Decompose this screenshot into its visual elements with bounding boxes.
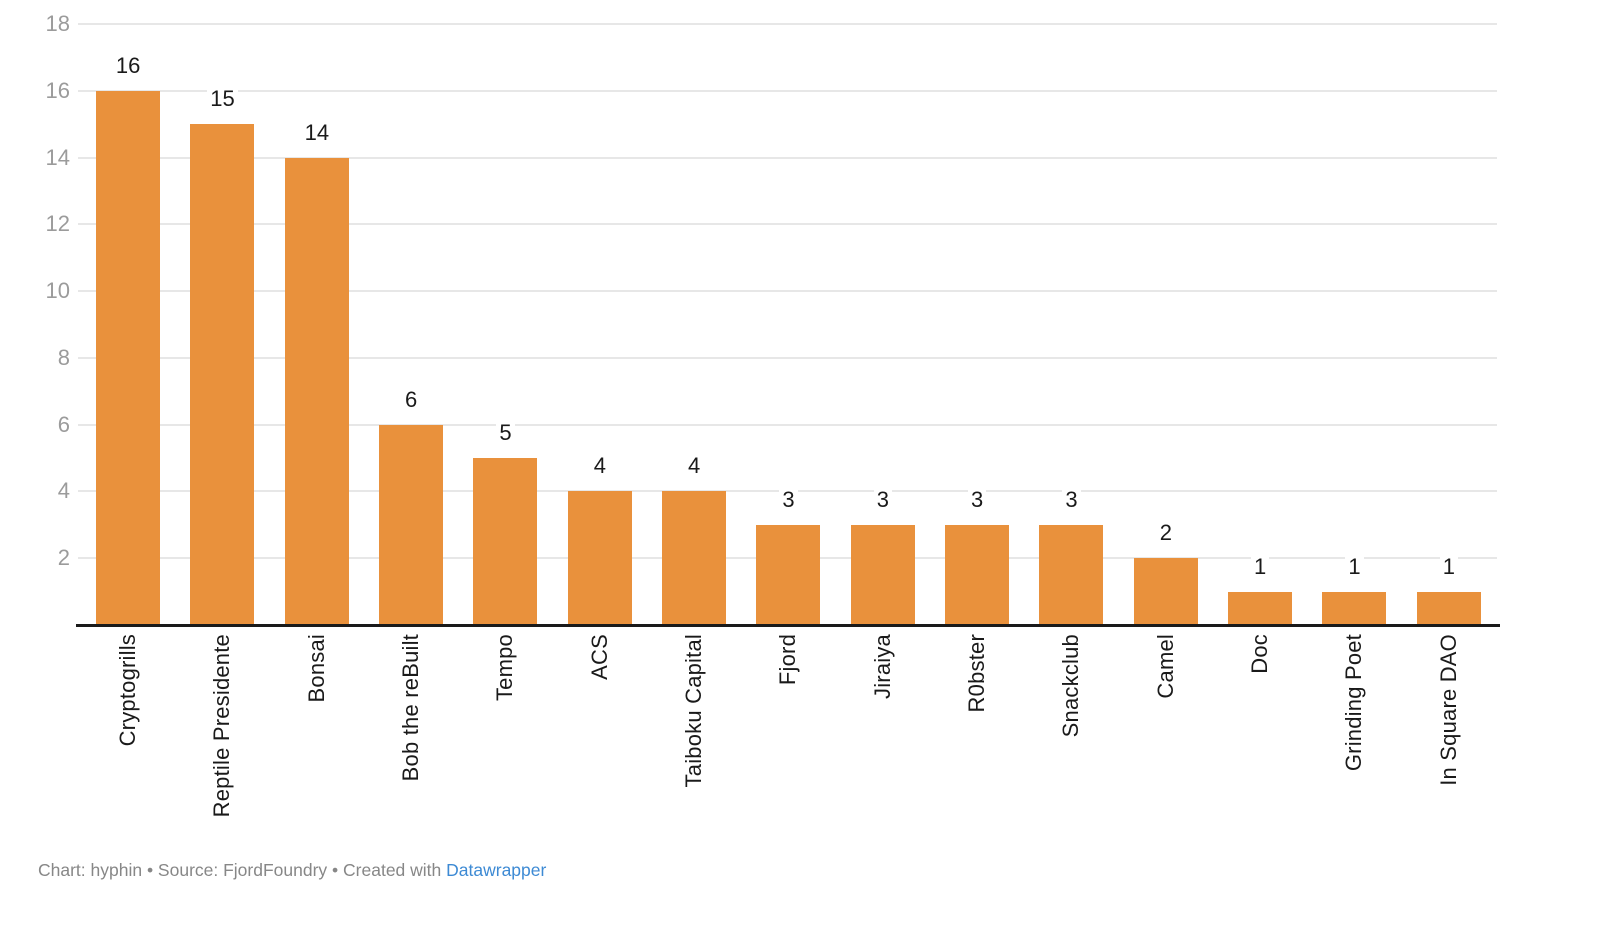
x-axis-category-label: R0bster bbox=[964, 634, 990, 713]
x-axis-category-label: In Square DAO bbox=[1435, 634, 1461, 786]
bar-value-label: 5 bbox=[465, 420, 545, 446]
gridline bbox=[78, 290, 1497, 293]
x-axis-category-label: Bonsai bbox=[303, 634, 329, 703]
bar bbox=[190, 124, 255, 625]
x-axis-category-label: Fjord bbox=[775, 634, 801, 686]
gridline bbox=[78, 23, 1497, 25]
bar bbox=[1133, 558, 1198, 625]
bar-value-label: 1 bbox=[1409, 553, 1489, 580]
gridline bbox=[78, 223, 1497, 226]
x-axis-category-label: ACS bbox=[586, 634, 612, 680]
bar-value-label: 15 bbox=[182, 86, 262, 112]
bar-value-label: 4 bbox=[654, 453, 734, 479]
y-axis-tick-label: 2 bbox=[57, 545, 70, 571]
gridline bbox=[78, 89, 1497, 92]
bar-value-label: 2 bbox=[1126, 520, 1206, 546]
x-axis-category-label: Snackclub bbox=[1058, 634, 1084, 738]
datawrapper-link[interactable]: Datawrapper bbox=[446, 860, 547, 880]
gridline bbox=[78, 356, 1497, 359]
y-axis-tick-label: 6 bbox=[57, 411, 70, 437]
x-axis-category-label: Bob the reBuilt bbox=[398, 634, 424, 782]
x-axis-category-label: Taiboku Capital bbox=[681, 634, 707, 788]
y-axis-tick-label: 14 bbox=[45, 144, 70, 170]
bar bbox=[662, 491, 727, 625]
bar bbox=[850, 524, 915, 625]
y-axis-tick-label: 12 bbox=[45, 211, 70, 237]
x-axis-category-label: Grinding Poet bbox=[1341, 634, 1367, 772]
y-axis-tick-label: 16 bbox=[45, 77, 70, 103]
bar-value-label: 3 bbox=[1031, 486, 1111, 513]
y-axis-tick-label: 4 bbox=[57, 478, 70, 504]
bar bbox=[567, 491, 632, 625]
footer-attribution: Chart: hyphin • Source: FjordFoundry • C… bbox=[38, 858, 546, 882]
bar-value-label: 6 bbox=[371, 386, 451, 413]
bar-value-label: 16 bbox=[88, 52, 168, 79]
x-axis-category-label: Camel bbox=[1152, 634, 1178, 699]
bar-value-label: 1 bbox=[1314, 553, 1394, 580]
bar bbox=[284, 157, 349, 625]
x-axis-category-label: Tempo bbox=[492, 634, 518, 702]
bar-value-label: 14 bbox=[277, 119, 357, 146]
bar-value-label: 3 bbox=[748, 486, 828, 513]
bar bbox=[1039, 524, 1104, 625]
bar bbox=[473, 458, 538, 625]
x-axis-category-label: Jiraiya bbox=[869, 634, 895, 699]
bar bbox=[96, 90, 161, 625]
y-axis-tick-label: 10 bbox=[45, 278, 70, 304]
bar-value-label: 3 bbox=[937, 486, 1017, 513]
bar-value-label: 1 bbox=[1220, 553, 1300, 580]
bar-value-label: 3 bbox=[843, 486, 923, 513]
y-axis-tick-label: 8 bbox=[57, 344, 70, 370]
bar bbox=[1416, 591, 1481, 625]
x-axis-category-label: Reptile Presidente bbox=[209, 634, 235, 818]
footer-text: Chart: hyphin • Source: FjordFoundry • C… bbox=[38, 860, 447, 880]
bar bbox=[1228, 591, 1293, 625]
bar bbox=[379, 424, 444, 625]
bar bbox=[756, 524, 821, 625]
bar bbox=[1322, 591, 1387, 625]
gridline bbox=[78, 423, 1497, 426]
bar-value-label: 4 bbox=[560, 453, 640, 479]
x-axis-baseline bbox=[76, 624, 1500, 627]
gridline bbox=[78, 156, 1497, 159]
x-axis-category-label: Doc bbox=[1247, 634, 1273, 674]
y-axis-tick-label: 18 bbox=[45, 11, 70, 36]
x-axis-category-label: Cryptogrills bbox=[115, 634, 141, 747]
bar bbox=[945, 524, 1010, 625]
